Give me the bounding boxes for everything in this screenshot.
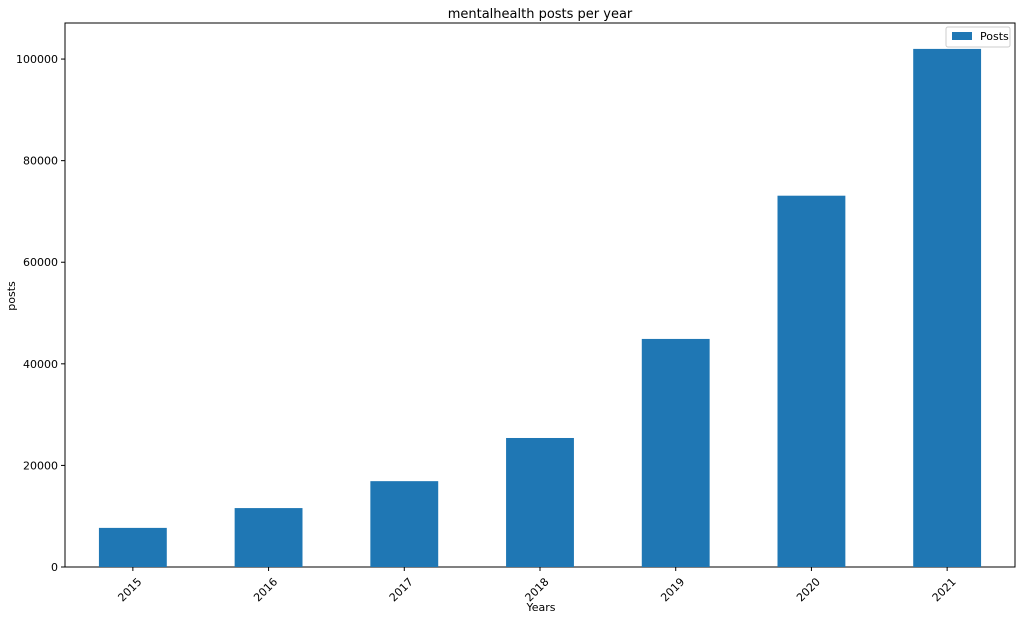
- y-tick-label-40000: 40000: [23, 358, 58, 371]
- bar-2017: [370, 481, 439, 567]
- bar-2021: [913, 48, 982, 567]
- legend-swatch: [952, 32, 972, 40]
- bar-2018: [506, 437, 574, 567]
- y-tick-label-100000: 100000: [16, 53, 58, 66]
- y-tick-label-80000: 80000: [23, 155, 58, 168]
- y-axis: 0 20000 40000 60000 80000 100000: [16, 53, 65, 574]
- y-tick-label-0: 0: [51, 561, 58, 574]
- bar-2019: [641, 338, 710, 567]
- legend-label-posts: Posts: [980, 30, 1009, 43]
- bar-2020: [777, 195, 846, 567]
- chart-title: mentalhealth posts per year: [448, 7, 633, 22]
- legend: Posts: [945, 26, 1011, 48]
- bar-2015: [98, 527, 167, 567]
- bars-group: [98, 48, 982, 567]
- y-axis-label: posts: [5, 281, 18, 311]
- y-tick-label-20000: 20000: [23, 459, 58, 472]
- y-tick-label-60000: 60000: [23, 256, 58, 269]
- bar-2016: [234, 508, 303, 567]
- x-axis-label: Years: [525, 601, 555, 614]
